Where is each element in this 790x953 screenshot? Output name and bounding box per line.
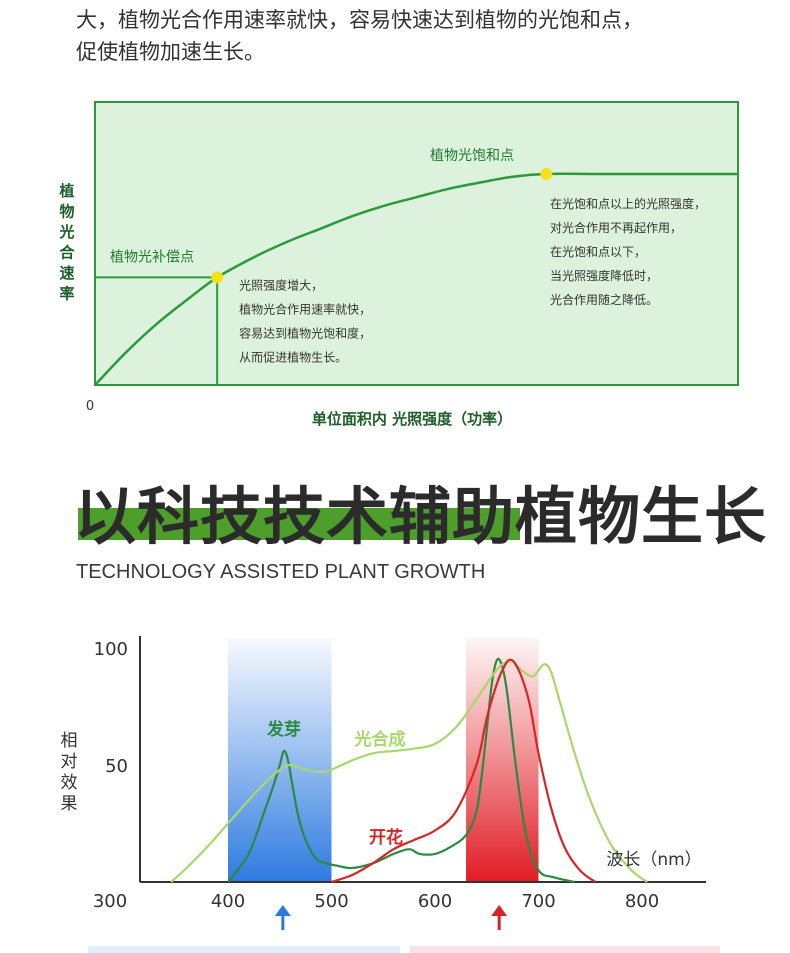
heading-accent-bar (78, 508, 520, 540)
y-axis-label-char: 对 (61, 752, 78, 772)
saturation-note-line: 在光饱和点以上的光照强度， (550, 196, 706, 211)
compensation-point-label: 植物光补偿点 (110, 249, 194, 265)
compensation-note-line: 光照强度增大， (239, 277, 323, 292)
saturation-point-label: 植物光饱和点 (430, 148, 514, 164)
x-axis-label: 波长（nm） (606, 850, 701, 870)
plot-area (94, 101, 739, 386)
series-line (170, 660, 648, 883)
series-line (227, 657, 575, 884)
series-line (331, 658, 597, 884)
y-axis-label-char: 果 (61, 794, 78, 814)
x-tick-label: 700 (521, 891, 555, 912)
y-axis-label-char: 相 (61, 731, 78, 751)
x-tick-label: 800 (625, 891, 659, 912)
x-tick-label: 300 (93, 891, 127, 912)
band-arrow-head (491, 905, 508, 916)
saturation-note-line: 光合作用随之降低。 (550, 292, 658, 307)
y-axis-label-char: 光 (58, 223, 74, 241)
x-tick-label: 500 (314, 891, 348, 912)
saturation-note-line: 在光饱和点以下， (550, 244, 646, 259)
intro-line-1: 大，植物光合作用速率就快，容易快速达到植物的光饱和点， (76, 8, 643, 32)
y-axis-label-char: 率 (59, 285, 74, 303)
intro-line-2: 促使植物加速生长。 (76, 40, 265, 64)
y-tick-label: 100 (94, 639, 128, 660)
compensation-note-line: 容易达到植物光饱和度， (239, 325, 371, 340)
bottom-strip-blue (88, 946, 400, 953)
x-tick-label: 600 (418, 891, 452, 912)
heading-title: 以科技技术辅助植物生长 (74, 480, 768, 553)
y-axis-label-char: 植 (59, 182, 74, 200)
blue-band (228, 638, 332, 882)
series-label: 开花 (369, 827, 403, 848)
y-axis-label-char: 物 (59, 203, 74, 221)
origin-label: 0 (86, 399, 94, 414)
band-arrow-head (274, 905, 291, 916)
section-heading: 以科技技术辅助植物生长 TECHNOLOGY ASSISTED PLANT GR… (0, 460, 790, 610)
x-axis-label: 单位面积内 光照强度（功率） (312, 410, 512, 428)
compensation-point-marker (211, 271, 224, 284)
y-tick-label: 50 (105, 756, 128, 777)
y-axis-label-char: 效 (61, 773, 78, 793)
heading-subtitle: TECHNOLOGY ASSISTED PLANT GROWTH (76, 561, 486, 583)
saturation-note-line: 当光照强度降低时， (550, 268, 658, 283)
compensation-note-line: 从而促进植物生长。 (239, 349, 347, 364)
saturation-point-marker (540, 168, 553, 180)
y-axis-label-char: 合 (58, 244, 75, 262)
bottom-strip-red (410, 946, 720, 953)
intro-text: 大，植物光合作用速率就快，容易快速达到植物的光饱和点， 促使植物加速生长。 (76, 4, 776, 68)
series-label: 光合成 (354, 729, 406, 750)
saturation-note-line: 对光合作用不再起作用， (550, 220, 682, 235)
photosynthesis-curve (94, 172, 738, 386)
series-label: 发芽 (266, 719, 301, 740)
compensation-note-line: 植物光合作用速率就快， (239, 301, 371, 316)
y-axis-label-char: 速 (59, 264, 74, 282)
x-tick-label: 400 (211, 891, 245, 912)
